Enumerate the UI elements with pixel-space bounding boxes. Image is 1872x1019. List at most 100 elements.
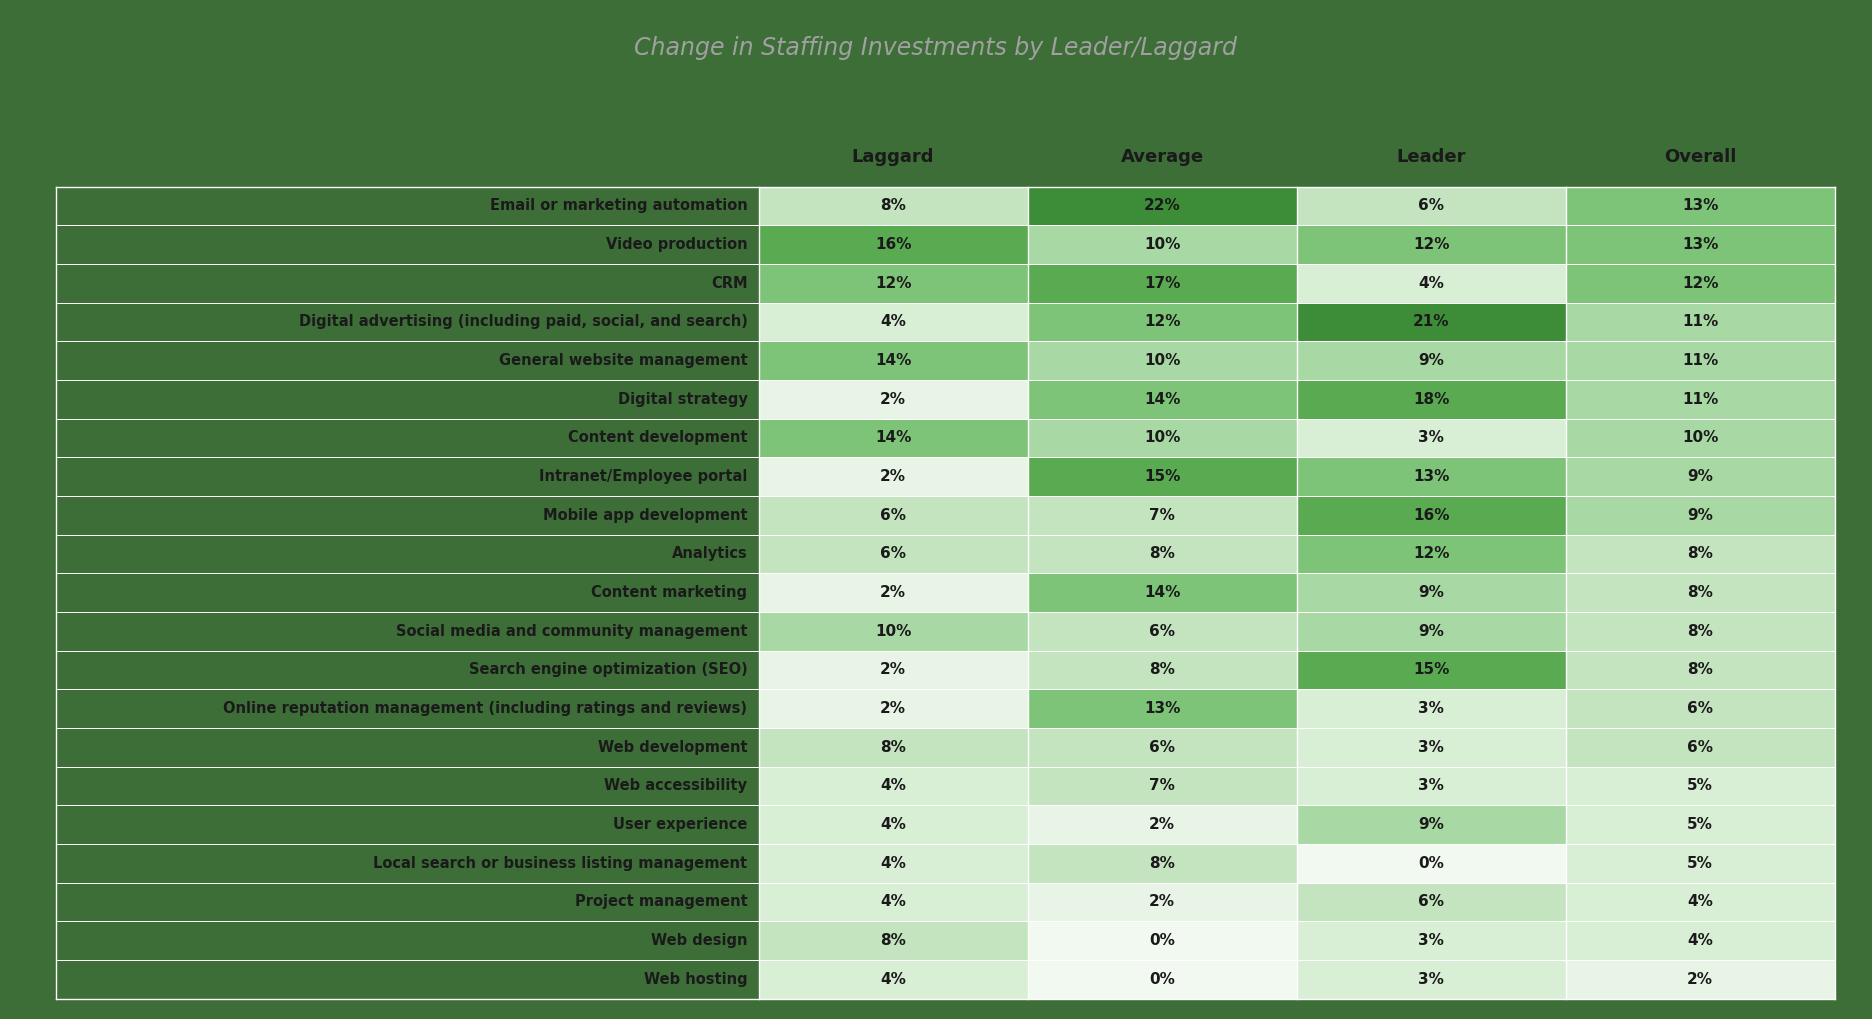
Text: General website management: General website management (498, 354, 747, 368)
Text: Mobile app development: Mobile app development (543, 507, 747, 523)
Text: 8%: 8% (1687, 585, 1713, 600)
Text: 15%: 15% (1144, 469, 1179, 484)
Text: 6%: 6% (1687, 740, 1713, 755)
Text: 8%: 8% (1149, 546, 1176, 561)
Text: 6%: 6% (1687, 701, 1713, 716)
Text: 8%: 8% (1149, 856, 1176, 871)
Text: 4%: 4% (880, 972, 906, 986)
Text: 18%: 18% (1413, 391, 1449, 407)
Text: 8%: 8% (1687, 624, 1713, 639)
Text: Intranet/Employee portal: Intranet/Employee portal (539, 469, 747, 484)
Text: 0%: 0% (1149, 972, 1176, 986)
Text: 12%: 12% (874, 276, 912, 290)
Text: 7%: 7% (1149, 507, 1176, 523)
Text: 9%: 9% (1687, 507, 1713, 523)
Text: 4%: 4% (880, 856, 906, 871)
Text: 2%: 2% (880, 469, 906, 484)
Text: 4%: 4% (1419, 276, 1443, 290)
Text: 21%: 21% (1413, 315, 1449, 329)
Text: 6%: 6% (1149, 624, 1176, 639)
Text: 13%: 13% (1681, 237, 1718, 252)
Text: Overall: Overall (1664, 148, 1735, 166)
Text: Web development: Web development (597, 740, 747, 755)
Text: 12%: 12% (1413, 546, 1449, 561)
Text: 6%: 6% (1419, 199, 1443, 213)
Text: 3%: 3% (1419, 740, 1443, 755)
Text: 14%: 14% (874, 354, 912, 368)
Text: 5%: 5% (1687, 817, 1713, 833)
Text: Video production: Video production (607, 237, 747, 252)
Text: Content development: Content development (567, 430, 747, 445)
Text: 13%: 13% (1681, 199, 1718, 213)
Text: 16%: 16% (874, 237, 912, 252)
Text: 16%: 16% (1413, 507, 1449, 523)
Text: 10%: 10% (1144, 430, 1179, 445)
Text: 10%: 10% (874, 624, 912, 639)
Text: 2%: 2% (880, 585, 906, 600)
Text: 4%: 4% (1687, 895, 1713, 909)
Text: Web hosting: Web hosting (644, 972, 747, 986)
Text: Web accessibility: Web accessibility (605, 779, 747, 794)
Text: 2%: 2% (1149, 895, 1176, 909)
Text: 4%: 4% (880, 817, 906, 833)
Text: 2%: 2% (880, 662, 906, 678)
Text: 10%: 10% (1144, 354, 1179, 368)
Text: 3%: 3% (1419, 430, 1443, 445)
Text: 13%: 13% (1413, 469, 1449, 484)
Text: 8%: 8% (880, 199, 906, 213)
Text: 3%: 3% (1419, 933, 1443, 948)
Text: Analytics: Analytics (672, 546, 747, 561)
Text: Web design: Web design (651, 933, 747, 948)
Text: 0%: 0% (1149, 933, 1176, 948)
Text: 10%: 10% (1144, 237, 1179, 252)
Text: 6%: 6% (1419, 895, 1443, 909)
Text: 6%: 6% (880, 507, 906, 523)
Text: 4%: 4% (880, 895, 906, 909)
Text: Leader: Leader (1397, 148, 1466, 166)
Text: CRM: CRM (711, 276, 747, 290)
Text: 11%: 11% (1681, 315, 1718, 329)
Text: 10%: 10% (1681, 430, 1718, 445)
Text: 8%: 8% (1149, 662, 1176, 678)
Text: 13%: 13% (1144, 701, 1179, 716)
Text: 5%: 5% (1687, 856, 1713, 871)
Text: 4%: 4% (880, 315, 906, 329)
Text: 11%: 11% (1681, 391, 1718, 407)
Text: 9%: 9% (1419, 354, 1443, 368)
Text: 2%: 2% (1149, 817, 1176, 833)
Text: 17%: 17% (1144, 276, 1179, 290)
Text: Local search or business listing management: Local search or business listing managem… (373, 856, 747, 871)
Text: 12%: 12% (1413, 237, 1449, 252)
Text: 4%: 4% (1687, 933, 1713, 948)
Text: Change in Staffing Investments by Leader/Laggard: Change in Staffing Investments by Leader… (635, 36, 1237, 60)
Text: 2%: 2% (880, 391, 906, 407)
Text: 3%: 3% (1419, 701, 1443, 716)
Text: Search engine optimization (SEO): Search engine optimization (SEO) (468, 662, 747, 678)
Text: Social media and community management: Social media and community management (395, 624, 747, 639)
Text: 12%: 12% (1681, 276, 1718, 290)
Text: Email or marketing automation: Email or marketing automation (490, 199, 747, 213)
Text: 12%: 12% (1144, 315, 1181, 329)
Text: 8%: 8% (1687, 662, 1713, 678)
Text: 9%: 9% (1419, 624, 1443, 639)
Text: 22%: 22% (1144, 199, 1181, 213)
Text: 2%: 2% (880, 701, 906, 716)
Text: 6%: 6% (1149, 740, 1176, 755)
Text: Laggard: Laggard (852, 148, 934, 166)
Text: 14%: 14% (874, 430, 912, 445)
Text: 8%: 8% (880, 933, 906, 948)
Text: 8%: 8% (880, 740, 906, 755)
Text: Project management: Project management (575, 895, 747, 909)
Text: 3%: 3% (1419, 779, 1443, 794)
Text: Digital advertising (including paid, social, and search): Digital advertising (including paid, soc… (298, 315, 747, 329)
Text: Average: Average (1121, 148, 1204, 166)
Text: 2%: 2% (1687, 972, 1713, 986)
Text: Online reputation management (including ratings and reviews): Online reputation management (including … (223, 701, 747, 716)
Text: 4%: 4% (880, 779, 906, 794)
Text: 11%: 11% (1681, 354, 1718, 368)
Text: 3%: 3% (1419, 972, 1443, 986)
Text: 7%: 7% (1149, 779, 1176, 794)
Text: 9%: 9% (1687, 469, 1713, 484)
Text: 5%: 5% (1687, 779, 1713, 794)
Text: Digital strategy: Digital strategy (618, 391, 747, 407)
